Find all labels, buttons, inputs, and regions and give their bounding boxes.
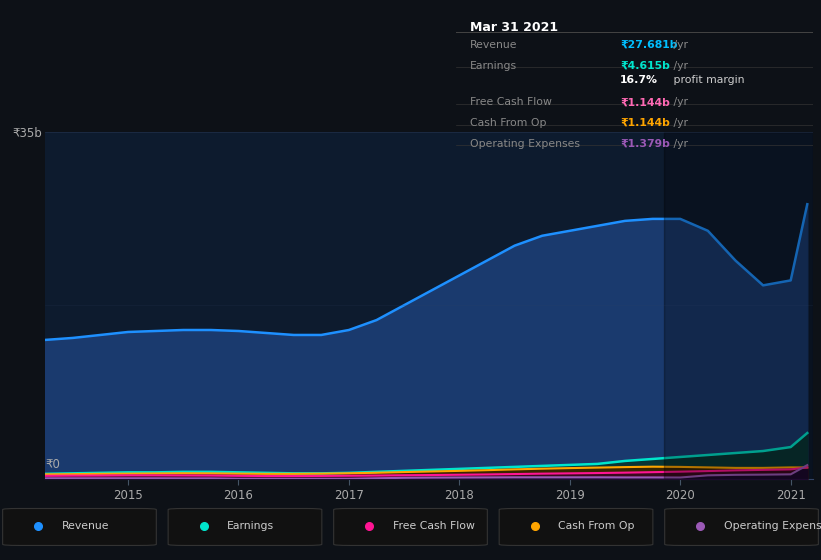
Text: Earnings: Earnings [470, 60, 517, 71]
Text: Operating Expenses: Operating Expenses [724, 521, 821, 531]
Text: Revenue: Revenue [470, 40, 517, 50]
Text: ₹27.681b: ₹27.681b [620, 40, 677, 50]
Text: ₹4.615b: ₹4.615b [620, 60, 670, 71]
Text: Cash From Op: Cash From Op [470, 118, 547, 128]
Text: Earnings: Earnings [227, 521, 274, 531]
Text: ₹1.379b: ₹1.379b [620, 139, 670, 149]
Text: /yr: /yr [670, 139, 688, 149]
Text: Free Cash Flow: Free Cash Flow [470, 97, 552, 108]
FancyBboxPatch shape [499, 508, 653, 545]
Text: ₹1.144b: ₹1.144b [620, 118, 670, 128]
Text: Operating Expenses: Operating Expenses [470, 139, 580, 149]
Text: Cash From Op: Cash From Op [558, 521, 635, 531]
Text: /yr: /yr [670, 60, 688, 71]
Bar [663, 132, 813, 479]
Text: Revenue: Revenue [62, 521, 109, 531]
Text: 16.7%: 16.7% [620, 75, 658, 85]
Text: Free Cash Flow: Free Cash Flow [392, 521, 475, 531]
Text: /yr: /yr [670, 97, 688, 108]
Text: ₹0: ₹0 [45, 458, 60, 471]
FancyBboxPatch shape [2, 508, 156, 545]
Text: Mar 31 2021: Mar 31 2021 [470, 21, 558, 34]
Text: /yr: /yr [670, 118, 688, 128]
FancyBboxPatch shape [333, 508, 488, 545]
FancyBboxPatch shape [665, 508, 819, 545]
Text: profit margin: profit margin [670, 75, 745, 85]
Text: /yr: /yr [670, 40, 688, 50]
Text: ₹1.144b: ₹1.144b [620, 97, 670, 108]
FancyBboxPatch shape [168, 508, 322, 545]
